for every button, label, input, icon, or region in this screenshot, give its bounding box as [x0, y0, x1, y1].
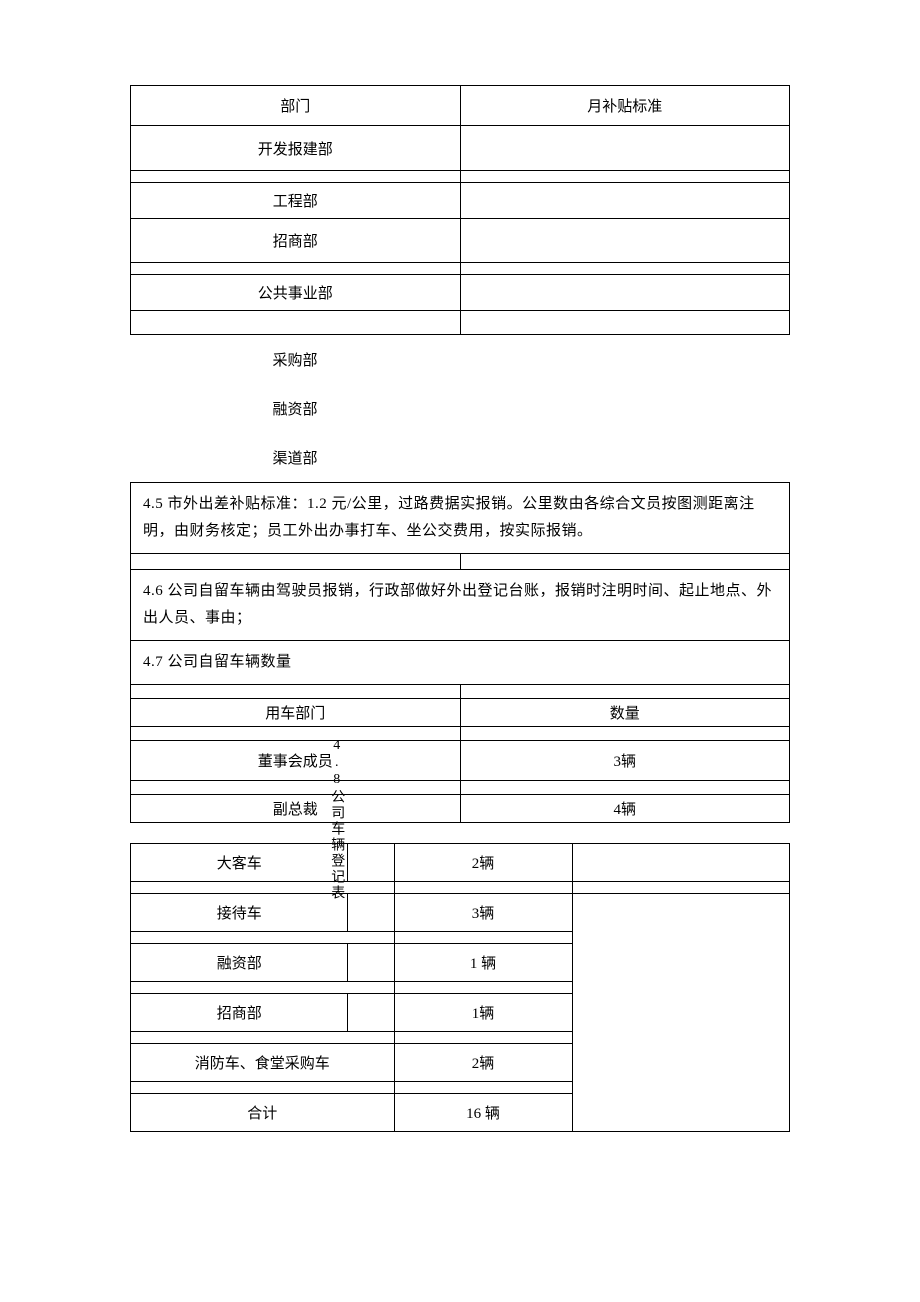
table1-cell: 招商部: [131, 219, 461, 263]
table3-cell: 大客车: [131, 844, 348, 882]
table2-cell: 副总裁: [131, 795, 461, 823]
table3-cell: 16 辆: [394, 1094, 572, 1132]
table2-header-qty: 数量: [460, 699, 790, 727]
table1-cell: 公共事业部: [131, 275, 461, 311]
table1-cell: 工程部: [131, 183, 461, 219]
paragraph-45: 4.5 市外出差补贴标准：1.2 元/公里，过路费据实报销。公里数由各综合文员按…: [131, 483, 790, 554]
table3-cell: 3辆: [394, 894, 572, 932]
table3-cell: 接待车: [131, 894, 348, 932]
paragraph-46: 4.6 公司自留车辆由驾驶员报销，行政部做好外出登记台账，报销时注明时间、起止地…: [131, 570, 790, 641]
table3-cell: 1 辆: [394, 944, 572, 982]
table3-cell: 招商部: [131, 994, 348, 1032]
table3-cell: 1辆: [394, 994, 572, 1032]
extra-dept: 渠道部: [130, 433, 460, 482]
table3-cell: 合计: [131, 1094, 395, 1132]
table2-cell: 4辆: [460, 795, 790, 823]
vertical-label: 4.8公司车辆登记表: [327, 738, 345, 901]
table2-cell: 3辆: [460, 741, 790, 781]
paragraph-47: 4.7 公司自留车辆数量: [131, 641, 790, 685]
table3-cell: 2辆: [394, 844, 572, 882]
extra-departments: 采购部 融资部 渠道部: [130, 335, 790, 482]
table2-cell: 董事会成员: [131, 741, 461, 781]
table1-cell: 开发报建部: [131, 126, 461, 171]
table1-header-subsidy: 月补贴标准: [460, 86, 790, 126]
table3-cell: 2辆: [394, 1044, 572, 1082]
vehicle-count-table: 大客车2辆 接待车3辆 融资部1 辆 招商部1辆 消防车、食堂采购车2辆 合计1…: [130, 843, 790, 1132]
extra-dept: 采购部: [130, 335, 460, 384]
table3-cell: 消防车、食堂采购车: [131, 1044, 395, 1082]
travel-policy-table: 4.5 市外出差补贴标准：1.2 元/公里，过路费据实报销。公里数由各综合文员按…: [130, 482, 790, 823]
extra-dept: 融资部: [130, 384, 460, 433]
table2-header-dept: 用车部门: [131, 699, 461, 727]
department-subsidy-table: 部门 月补贴标准 开发报建部 工程部 招商部 公共事业部: [130, 85, 790, 335]
table3-cell: 融资部: [131, 944, 348, 982]
table1-header-dept: 部门: [131, 86, 461, 126]
